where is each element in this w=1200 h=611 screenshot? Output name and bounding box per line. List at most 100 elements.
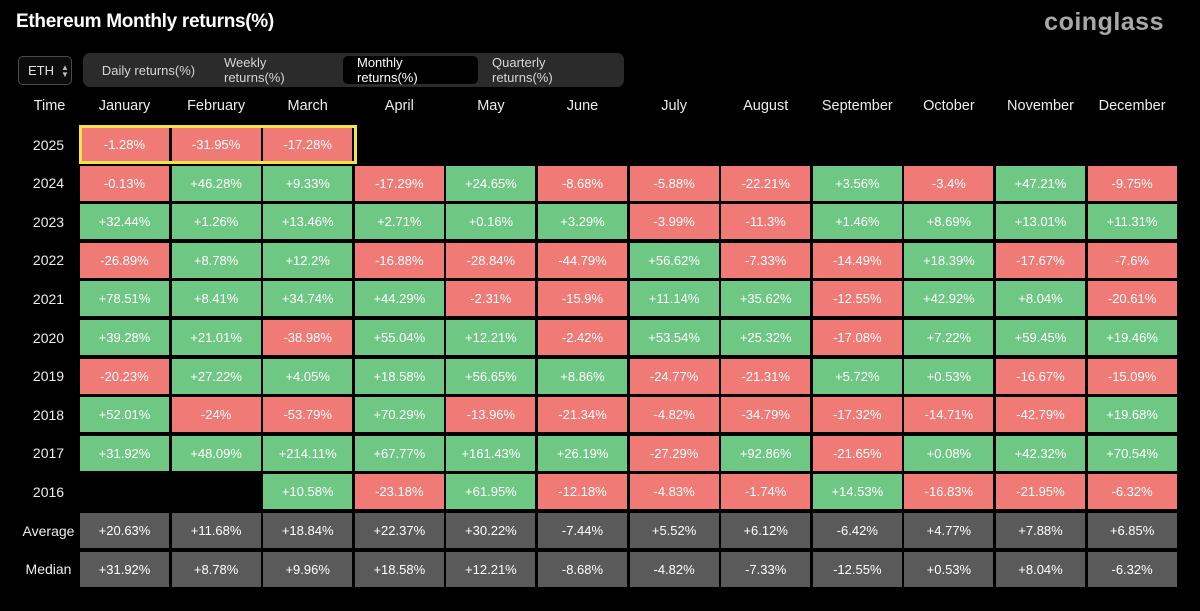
cell-median-february: +8.78% — [171, 551, 261, 587]
cell-2018-july: -4.82% — [629, 397, 719, 433]
column-header-march: March — [287, 98, 328, 114]
row-label-2022: 2022 — [32, 252, 65, 269]
column-header-august: August — [743, 98, 789, 114]
cell-2023-july: -3.99% — [629, 204, 719, 240]
cell-2020-september: -17.08% — [812, 320, 902, 355]
cell-2019-september: +5.72% — [812, 358, 902, 394]
cell-2022-july: +56.62% — [629, 242, 719, 278]
cell-2022-april: -16.88% — [354, 242, 444, 278]
cell-2016-september: +14.53% — [812, 474, 902, 510]
cell-2021-january: +78.51% — [80, 281, 169, 317]
tab-weekly-returns[interactable]: Weekly returns(%) — [224, 55, 285, 85]
cell-2021-october: +42.92% — [904, 281, 994, 317]
cell-2023-march: +13.46% — [263, 204, 353, 240]
row-label-2021: 2021 — [32, 290, 65, 307]
cell-2023-june: +3.29% — [538, 204, 627, 240]
tab-quarterly-returns[interactable]: Quarterly returns(%) — [492, 55, 553, 85]
cell-2020-june: -2.42% — [538, 320, 627, 355]
row-label-2016: 2016 — [32, 483, 65, 500]
cell-2018-february: -24% — [171, 397, 261, 433]
cell-2018-march: -53.79% — [263, 397, 353, 433]
cell-2019-january: -20.23% — [80, 358, 169, 394]
cell-2023-february: +1.26% — [171, 204, 261, 240]
cell-2022-december: -7.6% — [1087, 242, 1177, 278]
column-header-december: December — [1098, 98, 1166, 114]
row-label-average: Average — [22, 522, 75, 539]
cell-2018-september: -17.32% — [812, 397, 902, 433]
cell-2022-august: -7.33% — [721, 242, 811, 278]
cell-2021-march: +34.74% — [263, 281, 353, 317]
row-label-median: Median — [25, 561, 72, 578]
row-label-2025: 2025 — [32, 136, 65, 153]
column-header-may: May — [477, 98, 505, 114]
cell-2019-may: +56.65% — [446, 358, 536, 394]
cell-2018-november: -42.79% — [996, 397, 1085, 433]
cell-2024-april: -17.29% — [354, 165, 444, 201]
cell-median-november: +8.04% — [996, 551, 1085, 587]
cell-2020-april: +55.04% — [354, 320, 444, 355]
cell-2024-may: +24.65% — [446, 165, 536, 201]
cell-2021-april: +44.29% — [354, 281, 444, 317]
page-title: Ethereum Monthly returns(%) — [16, 11, 274, 32]
cell-2020-december: +19.46% — [1087, 320, 1177, 355]
cell-2024-august: -22.21% — [721, 165, 811, 201]
row-label-2023: 2023 — [32, 213, 65, 230]
cell-2017-may: +161.43% — [446, 435, 536, 471]
cell-2020-january: +39.28% — [80, 320, 169, 355]
column-header-november: November — [1007, 98, 1074, 114]
cell-2022-may: -28.84% — [446, 242, 536, 278]
cell-2017-january: +31.92% — [80, 435, 169, 471]
cell-2018-april: +70.29% — [354, 397, 444, 433]
column-header-january: January — [98, 98, 151, 114]
cell-average-june: -7.44% — [538, 513, 627, 548]
tab-monthly-returns[interactable]: Monthly returns(%) — [343, 55, 478, 85]
cell-2017-december: +70.54% — [1087, 435, 1177, 471]
cell-median-september: -12.55% — [812, 551, 902, 587]
cell-2021-february: +8.41% — [171, 281, 261, 317]
cell-average-december: +6.85% — [1087, 513, 1177, 548]
cell-2020-october: +7.22% — [904, 320, 994, 355]
column-header-october: October — [923, 98, 975, 114]
cell-median-july: -4.82% — [629, 551, 719, 587]
column-header-july: July — [661, 98, 687, 114]
cell-2024-september: +3.56% — [812, 165, 902, 201]
cell-2016-august: -1.74% — [721, 474, 811, 510]
tab-daily-returns[interactable]: Daily returns(%) — [101, 62, 196, 78]
row-label-2020: 2020 — [32, 329, 65, 346]
period-tabs: Daily returns(%) Weekly returns(%) Month… — [83, 53, 624, 87]
cell-2017-august: +92.86% — [721, 435, 811, 471]
cell-median-october: +0.53% — [904, 551, 994, 587]
row-label-2019: 2019 — [32, 368, 65, 385]
cell-average-october: +4.77% — [904, 513, 994, 548]
cell-median-august: -7.33% — [721, 551, 811, 587]
cell-2016-march: +10.58% — [263, 474, 353, 510]
column-header-september: September — [821, 98, 893, 114]
cell-2016-june: -12.18% — [538, 474, 627, 510]
cell-2017-october: +0.08% — [904, 435, 994, 471]
cell-average-february: +11.68% — [171, 513, 261, 548]
column-header-june: June — [566, 98, 599, 114]
cell-2017-november: +42.32% — [996, 435, 1085, 471]
cell-2022-september: -14.49% — [812, 242, 902, 278]
cell-median-june: -8.68% — [538, 551, 627, 587]
cell-2023-april: +2.71% — [354, 204, 444, 240]
cell-2021-may: -2.31% — [446, 281, 536, 317]
cell-2021-november: +8.04% — [996, 281, 1085, 317]
row-label-2017: 2017 — [32, 445, 65, 462]
cell-2016-april: -23.18% — [354, 474, 444, 510]
cell-2019-july: -24.77% — [629, 358, 719, 394]
cell-2019-august: -21.31% — [721, 358, 811, 394]
cell-2022-february: +8.78% — [171, 242, 261, 278]
cell-2016-october: -16.83% — [904, 474, 994, 510]
cell-average-may: +30.22% — [446, 513, 536, 548]
cell-2025-march: -17.28% — [263, 127, 353, 162]
asset-select[interactable]: ETH ▲ ▼ — [18, 56, 72, 85]
cell-2016-november: -21.95% — [996, 474, 1085, 510]
cell-2020-march: -38.98% — [263, 320, 353, 355]
row-label-2024: 2024 — [32, 175, 65, 192]
chevron-updown-icon: ▲ ▼ — [61, 62, 69, 79]
cell-2020-august: +25.32% — [721, 320, 811, 355]
cell-2018-may: -13.96% — [446, 397, 536, 433]
cell-2021-september: -12.55% — [812, 281, 902, 317]
